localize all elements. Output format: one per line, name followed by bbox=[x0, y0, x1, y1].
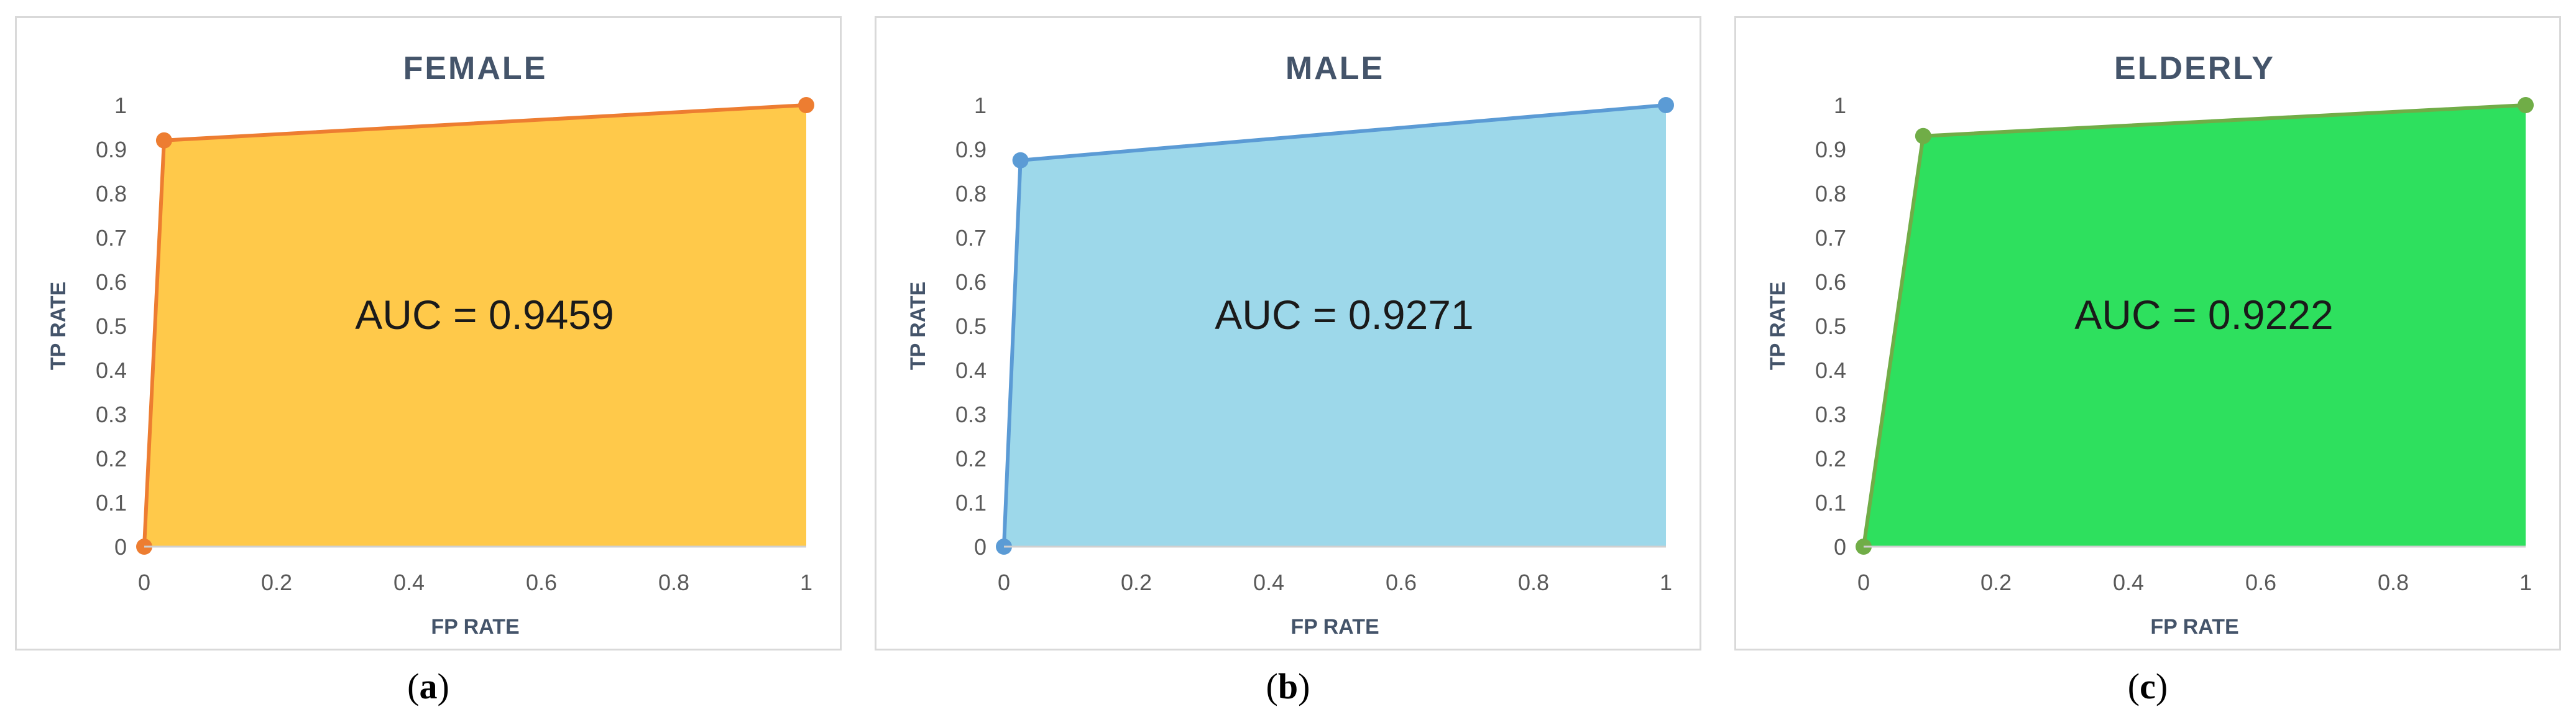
y-tick-label-elderly-6: 0.6 bbox=[1815, 269, 1846, 295]
chart-title-male: MALE bbox=[1286, 50, 1384, 86]
y-axis-label-elderly: TP RATE bbox=[1766, 282, 1790, 370]
y-tick-label-female-0: 0 bbox=[114, 534, 127, 560]
y-tick-label-male-6: 0.6 bbox=[955, 269, 987, 295]
x-tick-label-male-4: 0.8 bbox=[1518, 570, 1549, 595]
y-tick-label-male-0: 0 bbox=[974, 534, 987, 560]
y-tick-label-female-8: 0.8 bbox=[96, 181, 127, 206]
y-tick-label-female-5: 0.5 bbox=[96, 313, 127, 339]
caption-a-letter: a bbox=[419, 666, 438, 706]
data-point-female-1 bbox=[155, 132, 172, 149]
x-tick-label-elderly-5: 1 bbox=[2519, 570, 2532, 595]
chart-panel-female: FEMALE 0 0.1 0.2 0.3 0.4 0.5 0.6 0.7 0.8 0.9 1 0 0.2 0… bbox=[15, 16, 842, 651]
y-tick-label-female-4: 0.4 bbox=[96, 358, 127, 383]
y-tick-label-elderly-10: 1 bbox=[1834, 93, 1846, 118]
x-tick-label-elderly-4: 0.8 bbox=[2378, 570, 2409, 595]
chart-panel-male: MALE 0 0.1 0.2 0.3 0.4 0.5 0.6 0.7 0.8 0.9 1 0 0.2 0.4… bbox=[875, 16, 1701, 651]
x-tick-label-elderly-0: 0 bbox=[1857, 570, 1870, 595]
y-tick-label-elderly-9: 0.9 bbox=[1815, 137, 1846, 162]
y-tick-label-male-9: 0.9 bbox=[955, 137, 987, 162]
x-tick-label-male-2: 0.4 bbox=[1253, 570, 1284, 595]
x-axis-label-male: FP RATE bbox=[1290, 615, 1379, 639]
caption-c: (c) bbox=[2127, 666, 2168, 706]
roc-chart-male: MALE 0 0.1 0.2 0.3 0.4 0.5 0.6 0.7 0.8 0.9 1 0 0.2 0.4… bbox=[906, 50, 1674, 639]
y-tick-label-male-5: 0.5 bbox=[955, 313, 987, 339]
chart-title-female: FEMALE bbox=[403, 50, 548, 86]
caption-c-letter: c bbox=[2140, 666, 2156, 706]
caption-b-letter: b bbox=[1277, 666, 1299, 706]
caption-b: (b) bbox=[1266, 666, 1310, 706]
y-tick-label-male-2: 0.2 bbox=[955, 446, 987, 471]
y-tick-label-elderly-3: 0.3 bbox=[1815, 402, 1846, 427]
auc-annotation-male: AUC = 0.9271 bbox=[1215, 292, 1473, 338]
chart-panel-elderly: ELDERLY 0 0.1 0.2 0.3 0.4 0.5 0.6 0.7 0.8 0.9 1 0 0.2… bbox=[1734, 16, 2561, 651]
y-tick-label-male-4: 0.4 bbox=[955, 358, 987, 383]
x-axis-label-female: FP RATE bbox=[431, 615, 519, 639]
x-tick-label-elderly-2: 0.4 bbox=[2113, 570, 2144, 595]
y-tick-label-elderly-7: 0.7 bbox=[1815, 225, 1846, 251]
y-tick-label-elderly-1: 0.1 bbox=[1815, 490, 1846, 516]
chart-title-elderly: ELDERLY bbox=[2114, 50, 2275, 86]
y-tick-label-elderly-8: 0.8 bbox=[1815, 181, 1846, 206]
auc-annotation-female: AUC = 0.9459 bbox=[355, 292, 614, 338]
data-point-male-2 bbox=[1658, 97, 1674, 113]
y-tick-label-female-10: 1 bbox=[114, 93, 127, 118]
y-tick-label-male-1: 0.1 bbox=[955, 490, 987, 516]
y-tick-label-female-3: 0.3 bbox=[96, 402, 127, 427]
y-tick-label-male-7: 0.7 bbox=[955, 225, 987, 251]
y-tick-label-male-8: 0.8 bbox=[955, 181, 987, 206]
roc-chart-female: FEMALE 0 0.1 0.2 0.3 0.4 0.5 0.6 0.7 0.8 0.9 1 0 0.2 0… bbox=[47, 50, 814, 639]
y-tick-label-female-2: 0.2 bbox=[96, 446, 127, 471]
x-tick-label-female-0: 0 bbox=[138, 570, 150, 595]
data-point-elderly-1 bbox=[1915, 127, 1931, 144]
x-tick-label-male-0: 0 bbox=[998, 570, 1010, 595]
x-tick-label-elderly-1: 0.2 bbox=[1980, 570, 2012, 595]
x-tick-label-male-3: 0.6 bbox=[1386, 570, 1417, 595]
data-point-male-1 bbox=[1012, 152, 1029, 169]
y-tick-label-elderly-0: 0 bbox=[1834, 534, 1846, 560]
x-tick-label-male-1: 0.2 bbox=[1121, 570, 1152, 595]
y-tick-label-female-9: 0.9 bbox=[96, 137, 127, 162]
data-point-elderly-2 bbox=[2518, 97, 2534, 113]
x-tick-label-male-5: 1 bbox=[1660, 570, 1672, 595]
data-point-female-2 bbox=[798, 97, 814, 113]
y-tick-label-male-3: 0.3 bbox=[955, 402, 987, 427]
x-tick-label-female-2: 0.4 bbox=[393, 570, 425, 595]
x-tick-label-female-4: 0.8 bbox=[658, 570, 689, 595]
series-area-female bbox=[144, 105, 806, 547]
auc-annotation-elderly: AUC = 0.9222 bbox=[2074, 292, 2333, 338]
x-tick-label-female-5: 1 bbox=[800, 570, 812, 595]
x-tick-label-female-1: 0.2 bbox=[261, 570, 292, 595]
y-tick-label-elderly-4: 0.4 bbox=[1815, 358, 1846, 383]
y-tick-label-male-10: 1 bbox=[974, 93, 987, 118]
y-tick-label-elderly-5: 0.5 bbox=[1815, 313, 1846, 339]
y-axis-label-female: TP RATE bbox=[47, 282, 70, 370]
y-axis-label-male: TP RATE bbox=[906, 282, 930, 370]
x-tick-label-female-3: 0.6 bbox=[526, 570, 557, 595]
y-tick-label-female-7: 0.7 bbox=[96, 225, 127, 251]
x-tick-label-elderly-3: 0.6 bbox=[2245, 570, 2276, 595]
x-axis-label-elderly: FP RATE bbox=[2150, 615, 2238, 639]
y-tick-label-female-1: 0.1 bbox=[96, 490, 127, 516]
series-area-male bbox=[1004, 105, 1666, 547]
series-area-elderly bbox=[1864, 105, 2526, 547]
y-tick-label-elderly-2: 0.2 bbox=[1815, 446, 1846, 471]
caption-a: (a) bbox=[407, 666, 449, 706]
roc-chart-elderly: ELDERLY 0 0.1 0.2 0.3 0.4 0.5 0.6 0.7 0.8 0.9 1 0 0.2… bbox=[1766, 50, 2534, 639]
y-tick-label-female-6: 0.6 bbox=[96, 269, 127, 295]
